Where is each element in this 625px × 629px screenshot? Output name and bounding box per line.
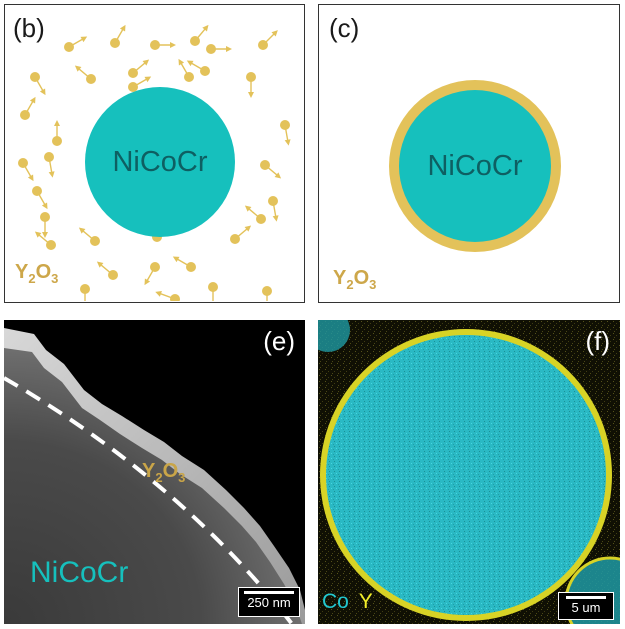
y2o3-label: Y2O3 — [333, 267, 377, 292]
yttria-particle — [244, 205, 266, 224]
yttria-particle — [74, 65, 96, 84]
y2o3-label: Y2O3 — [15, 261, 59, 286]
yttria-particles-scatter — [18, 24, 291, 301]
nicocr-label: NiCoCr — [427, 149, 523, 182]
yttria-particle — [96, 261, 118, 280]
yttria-particle — [155, 291, 180, 301]
panel-e-tem-image: (e) Y2O3 NiCoCr 250 nm — [4, 320, 305, 624]
panel-f-label: (f) — [585, 326, 610, 356]
yttria-particle — [144, 262, 160, 286]
yttria-particle — [178, 58, 194, 82]
yttria-particle — [78, 227, 100, 246]
yttria-particle — [64, 36, 88, 52]
yttria-particle — [20, 96, 36, 120]
panel-e-label: (e) — [263, 326, 295, 356]
yttria-particle — [150, 40, 176, 50]
scale-bar-text: 250 nm — [247, 595, 291, 610]
yttria-particle — [18, 158, 34, 182]
panel-b-schematic: (b) NiCoCr Y2O3 — [4, 4, 305, 303]
panel-b-label: (b) — [13, 13, 45, 43]
yttria-particle — [128, 76, 152, 92]
scale-bar: 250 nm — [238, 587, 300, 617]
yttria-particle — [44, 152, 55, 178]
legend-co: Co — [322, 590, 349, 613]
yttria-particle — [186, 60, 210, 76]
yttria-particle — [230, 225, 252, 244]
yttria-particle — [206, 44, 232, 54]
yttria-particle — [128, 59, 150, 78]
y2o3-label: Y2O3 — [142, 460, 186, 485]
eds-elemental-map — [318, 320, 620, 624]
panel-f-eds-map: (f) Co Y 5 um — [318, 320, 620, 624]
nicocr-label: NiCoCr — [112, 145, 208, 178]
yttria-particle — [268, 196, 279, 222]
yttria-particle — [246, 72, 256, 98]
yttria-particle — [190, 24, 209, 46]
yttria-particle — [262, 286, 272, 301]
yttria-particle — [172, 256, 196, 272]
legend-y: Y — [358, 590, 373, 613]
nicocr-particle: NiCoCr — [85, 87, 235, 237]
scale-bar-text: 5 um — [571, 600, 601, 615]
eds-legend: Co Y — [322, 590, 373, 614]
yttria-particle — [32, 186, 48, 210]
scale-bar: 5 um — [558, 592, 614, 620]
yttria-particle — [52, 120, 62, 146]
yttria-particle — [30, 72, 46, 96]
panel-c-schematic: (c) NiCoCr Y2O3 — [318, 4, 620, 303]
nicocr-label: NiCoCr — [30, 556, 129, 589]
panel-c-label: (c) — [329, 13, 360, 43]
yttria-particle — [208, 282, 218, 301]
nicocr-core: NiCoCr — [399, 90, 551, 242]
yttria-particle — [80, 284, 90, 301]
yttria-particle — [40, 212, 50, 238]
yttria-particle — [110, 24, 126, 48]
interface-dashed-line — [4, 376, 294, 624]
yttria-particle — [280, 120, 291, 146]
yttria-particle — [34, 231, 56, 250]
yttria-particle — [258, 30, 278, 50]
tem-micrograph — [4, 320, 305, 624]
yttria-particle — [260, 160, 282, 179]
